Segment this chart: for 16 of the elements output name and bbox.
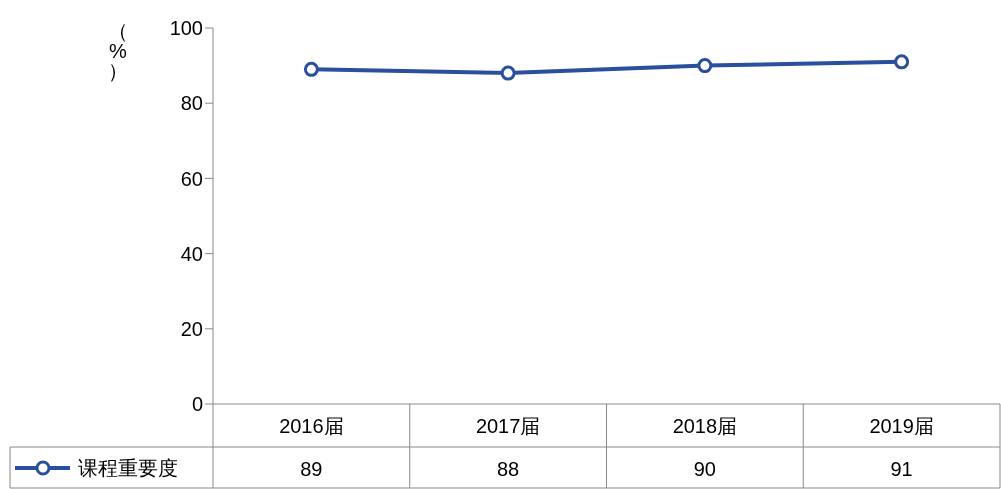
data-label: 91 bbox=[890, 458, 913, 480]
y-tick-label: 60 bbox=[180, 167, 203, 190]
x-tick-label: 2016届 bbox=[279, 415, 344, 437]
y-tick-label: 40 bbox=[180, 242, 203, 265]
x-tick-label: 2018届 bbox=[672, 415, 738, 437]
y-tick-label: 100 bbox=[169, 17, 203, 40]
x-tick-label: 2017届 bbox=[475, 415, 541, 437]
y-axis-title: （%） bbox=[108, 20, 128, 82]
data-label: 88 bbox=[497, 458, 520, 480]
legend-label: 课程重要度 bbox=[78, 457, 178, 479]
y-tick-label: 20 bbox=[180, 317, 203, 340]
x-tick-label: 2019届 bbox=[869, 415, 934, 437]
data-label: 89 bbox=[300, 458, 323, 480]
y-tick-label: 0 bbox=[191, 393, 203, 416]
y-tick-label: 80 bbox=[180, 92, 203, 115]
data-label: 90 bbox=[693, 458, 716, 480]
